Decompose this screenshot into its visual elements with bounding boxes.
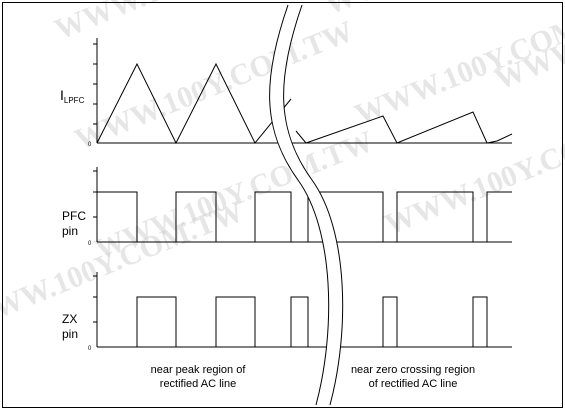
caption-right-line1: near zero crossing region xyxy=(351,364,475,376)
pfc-label-line1: PFC xyxy=(62,209,86,223)
trace-pfc-pin: PFC pin 0 xyxy=(62,167,512,247)
trace-ilpfc: ILPFC 0 xyxy=(60,38,513,148)
pfc-waveform-zero-region xyxy=(307,191,512,243)
zx-zero-label: 0 xyxy=(88,346,92,352)
break-mark-right-curve xyxy=(283,4,344,406)
trace-zx-pin: ZX pin 0 xyxy=(62,272,512,352)
zx-label-line2: pin xyxy=(62,327,78,341)
diagram-frame xyxy=(2,2,563,408)
caption-left-line1: near peak region of xyxy=(151,364,247,376)
caption-left-line2: rectified AC line xyxy=(160,378,236,390)
zx-waveform-peak-region xyxy=(97,296,309,348)
ilpfc-zero-label: 0 xyxy=(88,142,92,148)
pfc-waveform-peak-region xyxy=(97,191,308,243)
watermark-text: WWW.100Y.COM.TW xyxy=(0,195,248,337)
ilpfc-ticks xyxy=(93,43,97,125)
break-mark-fill xyxy=(269,5,343,405)
pfc-ticks xyxy=(93,170,97,218)
zx-label-line1: ZX xyxy=(62,312,77,326)
zx-ticks xyxy=(93,275,97,323)
caption-right-line2: of rectified AC line xyxy=(369,378,458,390)
ilpfc-label: ILPFC xyxy=(60,87,85,105)
watermark-text: WWW.100Y.COM.TW xyxy=(70,15,358,157)
zx-waveform-zero-region xyxy=(308,296,512,348)
pfc-label-line2: pin xyxy=(62,224,78,238)
watermark-text: WWW.100Y.COM.TW xyxy=(320,0,565,21)
break-mark-left-curve xyxy=(269,4,330,406)
pfc-zero-label: 0 xyxy=(88,241,92,247)
ilpfc-waveform-zero-region xyxy=(295,111,513,144)
ilpfc-waveform-peak-region xyxy=(96,62,292,145)
